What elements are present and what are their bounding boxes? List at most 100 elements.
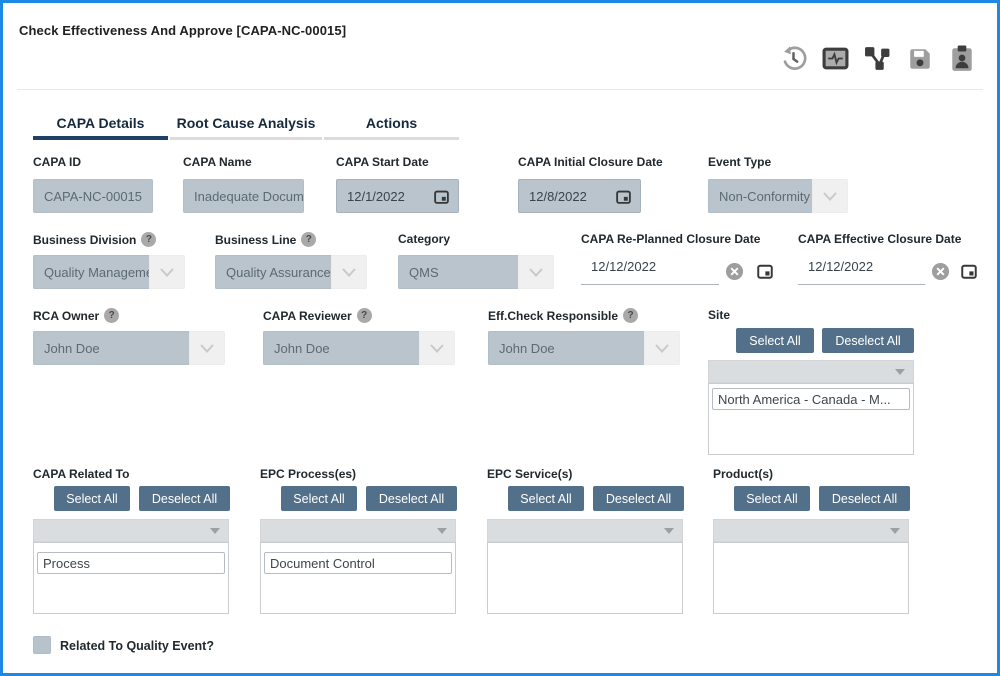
- capa-effective-closure-date-field: 12/12/2022: [798, 257, 978, 285]
- epc-processes-list[interactable]: Document Control: [260, 542, 456, 614]
- capa-replanned-closure-date-input[interactable]: 12/12/2022: [581, 257, 719, 285]
- capa-initial-closure-date-label: CAPA Initial Closure Date: [518, 155, 663, 169]
- capa-related-to-select-all-button[interactable]: Select All: [54, 486, 130, 511]
- category-select[interactable]: QMS: [398, 255, 554, 289]
- epc-processes-select-all-button[interactable]: Select All: [281, 486, 357, 511]
- tab-label: Root Cause Analysis: [176, 115, 316, 131]
- products-dropdown-bar[interactable]: [713, 519, 909, 542]
- epc-processes-dropdown-bar[interactable]: [260, 519, 456, 542]
- business-division-value: Quality Management: [44, 264, 149, 280]
- tab-bar: CAPA Details Root Cause Analysis Actions: [33, 109, 461, 140]
- save-icon[interactable]: [906, 45, 933, 72]
- site-deselect-all-button[interactable]: Deselect All: [822, 328, 914, 353]
- history-icon[interactable]: [780, 45, 807, 72]
- tab-label: Actions: [365, 115, 418, 131]
- products-deselect-all-button[interactable]: Deselect All: [819, 486, 910, 511]
- eff-check-responsible-select[interactable]: John Doe: [488, 331, 680, 365]
- site-list[interactable]: North America - Canada - M...: [708, 383, 914, 455]
- capa-id-input[interactable]: CAPA-NC-00015: [33, 179, 153, 213]
- chevron-down-icon: [518, 255, 554, 289]
- business-line-select[interactable]: Quality Assurance: [215, 255, 367, 289]
- capa-related-to-deselect-all-button[interactable]: Deselect All: [139, 486, 230, 511]
- capa-replanned-closure-date-label: CAPA Re-Planned Closure Date: [581, 232, 761, 246]
- help-icon[interactable]: ?: [104, 308, 120, 323]
- epc-services-dropdown-bar[interactable]: [487, 519, 683, 542]
- site-list-item[interactable]: North America - Canada - M...: [712, 388, 910, 410]
- epc-services-list[interactable]: [487, 542, 683, 614]
- epc-processes-deselect-all-button[interactable]: Deselect All: [366, 486, 457, 511]
- capa-related-to-dropdown-bar[interactable]: [33, 519, 229, 542]
- help-icon[interactable]: ?: [623, 308, 639, 323]
- capa-replanned-closure-date-field: 12/12/2022: [581, 257, 774, 285]
- tab-actions[interactable]: Actions: [324, 109, 459, 140]
- chevron-down-icon: [149, 255, 185, 289]
- capa-name-label: CAPA Name: [183, 155, 252, 169]
- chevron-down-icon: [210, 527, 220, 534]
- chevron-down-icon: [437, 527, 447, 534]
- event-type-value: Non-Conformity: [719, 188, 811, 204]
- capa-initial-closure-date-input[interactable]: 12/8/2022: [518, 179, 641, 213]
- capa-reviewer-select[interactable]: John Doe: [263, 331, 455, 365]
- eff-check-responsible-value: John Doe: [499, 340, 555, 356]
- chevron-down-icon: [644, 331, 680, 365]
- eff-check-responsible-label: Eff.Check Responsible ?: [488, 308, 639, 323]
- capa-reviewer-label: CAPA Reviewer ?: [263, 308, 372, 323]
- rca-owner-select[interactable]: John Doe: [33, 331, 225, 365]
- tab-label: CAPA Details: [56, 115, 145, 131]
- capa-start-date-value: 12/1/2022: [347, 188, 405, 204]
- site-dropdown-bar[interactable]: [708, 360, 914, 383]
- rca-owner-label: RCA Owner ?: [33, 308, 120, 323]
- chevron-down-icon: [812, 179, 848, 213]
- capa-effective-closure-date-label: CAPA Effective Closure Date: [798, 232, 962, 246]
- clipboard-user-icon[interactable]: [948, 45, 975, 72]
- calendar-icon[interactable]: [756, 262, 774, 280]
- capa-effective-closure-date-input[interactable]: 12/12/2022: [798, 257, 925, 285]
- help-icon[interactable]: ?: [356, 308, 372, 323]
- activity-monitor-icon[interactable]: [822, 45, 849, 72]
- help-icon[interactable]: ?: [141, 232, 157, 247]
- capa-id-value: CAPA-NC-00015: [44, 188, 143, 204]
- epc-processes-label: EPC Process(es): [260, 467, 357, 481]
- capa-related-to-label: CAPA Related To: [33, 467, 130, 481]
- related-to-quality-event-label: Related To Quality Event?: [60, 639, 214, 653]
- business-division-select[interactable]: Quality Management: [33, 255, 185, 289]
- capa-reviewer-value: John Doe: [274, 340, 330, 356]
- epc-services-select-all-button[interactable]: Select All: [508, 486, 584, 511]
- chevron-down-icon: [890, 527, 900, 534]
- tab-root-cause-analysis[interactable]: Root Cause Analysis: [170, 109, 322, 140]
- header-divider: [17, 89, 983, 90]
- epc-processes-list-item[interactable]: Document Control: [264, 552, 452, 574]
- tab-capa-details[interactable]: CAPA Details: [33, 109, 168, 140]
- site-select-all-button[interactable]: Select All: [736, 328, 814, 353]
- calendar-icon[interactable]: [615, 188, 632, 205]
- capa-id-label: CAPA ID: [33, 155, 81, 169]
- related-to-quality-event-checkbox[interactable]: [33, 636, 51, 654]
- calendar-icon[interactable]: [433, 188, 450, 205]
- capa-initial-closure-date-value: 12/8/2022: [529, 188, 587, 204]
- chevron-down-icon: [189, 331, 225, 365]
- event-type-select[interactable]: Non-Conformity: [708, 179, 848, 213]
- event-type-label: Event Type: [708, 155, 772, 169]
- category-value: QMS: [409, 264, 439, 280]
- help-icon[interactable]: ?: [301, 232, 317, 247]
- capa-related-to-list[interactable]: Process: [33, 542, 229, 614]
- products-list[interactable]: [713, 542, 909, 614]
- capa-related-to-list-item[interactable]: Process: [37, 552, 225, 574]
- chevron-down-icon: [895, 368, 905, 375]
- workflow-icon[interactable]: [864, 45, 891, 72]
- active-tab-underline: [33, 136, 168, 140]
- capa-name-value: Inadequate Documentation: [194, 188, 304, 204]
- clear-icon[interactable]: [725, 262, 744, 281]
- epc-services-deselect-all-button[interactable]: Deselect All: [593, 486, 684, 511]
- clear-icon[interactable]: [931, 262, 950, 281]
- chevron-down-icon: [331, 255, 367, 289]
- calendar-icon[interactable]: [960, 262, 978, 280]
- epc-services-label: EPC Service(s): [487, 467, 573, 481]
- business-line-value: Quality Assurance: [226, 264, 331, 280]
- products-select-all-button[interactable]: Select All: [734, 486, 810, 511]
- site-label: Site: [708, 308, 731, 322]
- capa-name-input[interactable]: Inadequate Documentation: [183, 179, 304, 213]
- capa-start-date-input[interactable]: 12/1/2022: [336, 179, 459, 213]
- capa-start-date-label: CAPA Start Date: [336, 155, 429, 169]
